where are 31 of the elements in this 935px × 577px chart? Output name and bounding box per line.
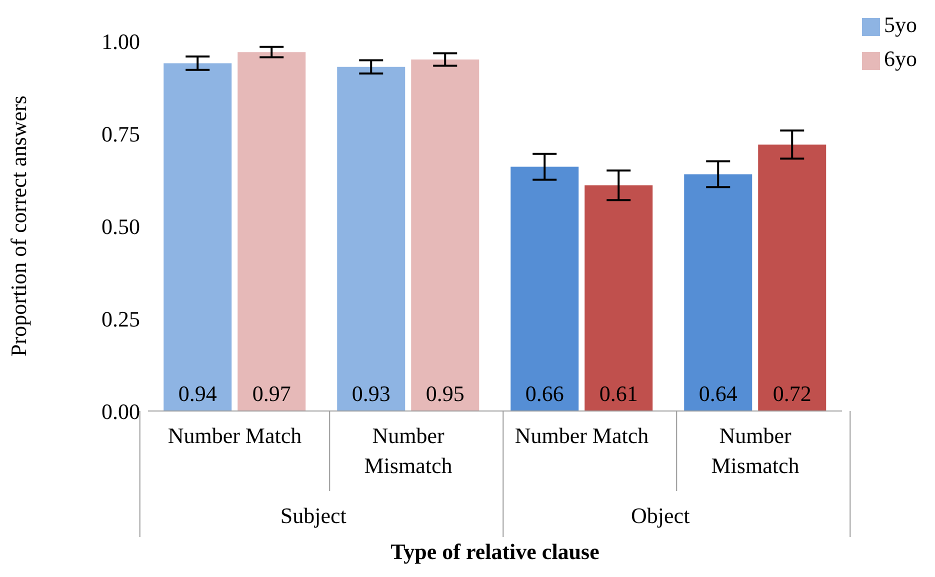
y-tick-label: 0.00 [102, 398, 140, 424]
data-label: 0.72 [772, 381, 812, 406]
text: Object [631, 503, 690, 528]
x-tick-label: Number Mismatch [364, 423, 452, 478]
y-tick-label: 1.00 [102, 28, 140, 54]
bar [584, 185, 653, 411]
legend-label: 5yo [884, 12, 917, 37]
y-tick-label: 0.25 [102, 306, 140, 332]
bar [337, 66, 406, 411]
bar [238, 52, 306, 411]
x-tick-label: Number Match [514, 423, 649, 448]
bar [758, 144, 826, 411]
bar [684, 174, 752, 411]
data-label: 0.64 [698, 381, 738, 406]
y-tick-label: 0.75 [102, 121, 140, 146]
data-label: 0.61 [599, 381, 638, 406]
x-tick-label: Number Mismatch [711, 423, 800, 478]
bar [164, 63, 232, 411]
y-axis-title: Proportion of correct answers [6, 96, 31, 356]
data-label: 0.66 [525, 381, 564, 406]
data-label: 0.95 [426, 381, 464, 406]
bar [411, 60, 480, 411]
x-tick-label: Number Match [168, 423, 302, 448]
legend-label: 6yo [884, 46, 917, 71]
x-axis-title: Type of relative clause [390, 539, 600, 564]
data-label: 0.93 [352, 381, 390, 406]
data-label: 0.97 [252, 381, 291, 406]
bar [510, 166, 579, 411]
data-label: 0.94 [178, 381, 217, 406]
text: Subject [280, 503, 346, 528]
y-tick-label: 0.50 [102, 214, 140, 239]
